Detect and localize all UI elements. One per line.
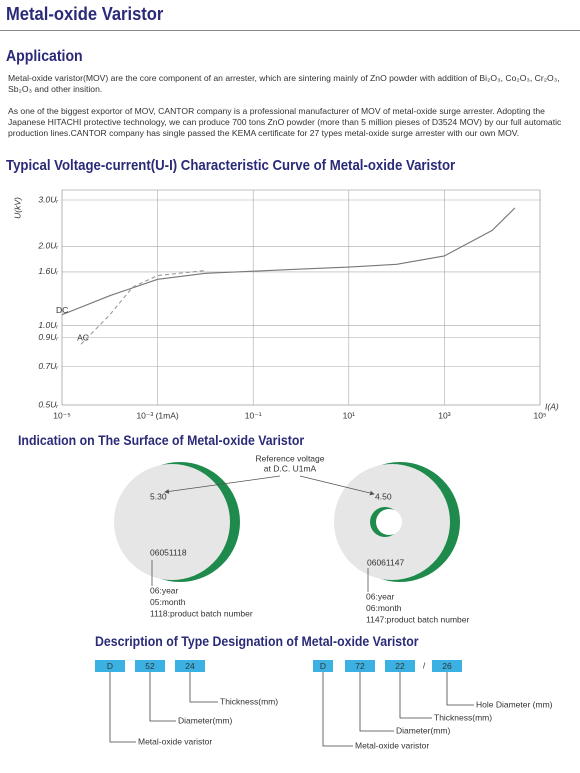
y-tick-label: 0.5Uᵣ [38,399,58,409]
x-tick-label: 10³ [438,410,450,420]
title-rule [0,30,580,31]
designation-label: Diameter(mm) [396,725,450,735]
axis-label: U(kV) [12,197,22,219]
page-title: Metal-oxide Varistor [6,4,164,24]
code-box [385,660,415,672]
designation-label: Metal-oxide varistor [355,740,429,750]
y-tick-label: 3.0Uᵣ [38,194,58,204]
code-text: 22 [395,661,405,671]
y-tick-label: 0.9Uᵣ [38,332,58,342]
y-tick-label: 0.7Uᵣ [38,361,58,371]
curve [80,269,206,345]
code-text: 24 [185,661,195,671]
disc-voltage: 5.30 [150,491,167,501]
code-box [432,660,462,672]
code-text: 52 [145,661,155,671]
separator: / [423,660,426,670]
section-heading: Description of Type Designation of Metal… [95,633,419,649]
section-heading: Indication on The Surface of Metal-oxide… [18,432,305,448]
code-box [313,660,333,672]
designation-label: Diameter(mm) [178,715,232,725]
designation-label: Hole Diameter (mm) [476,699,553,709]
disc-note: 1147:product batch number [366,614,469,624]
x-tick-label: 10⁻¹ [245,410,262,420]
leader [299,475,375,496]
code-text: 72 [355,661,365,671]
disc-voltage: 4.50 [375,491,392,501]
code-text: D [320,661,326,671]
code-text: 26 [442,661,452,671]
x-tick-label: 10⁻³ (1mA) [136,410,178,420]
code-box [175,660,205,672]
leaders [109,672,474,747]
axis-label: I(A) [545,401,559,411]
reference-label: at D.C. U1mA [264,463,317,473]
curve [61,207,516,316]
section-heading: Application [6,48,83,65]
disc-note: 06:year [150,585,179,595]
series-label: AC [77,333,89,343]
code-box [345,660,375,672]
designation-label: Metal-oxide varistor [138,736,212,746]
leader [164,475,281,494]
x-tick-label: 10¹ [343,410,355,420]
code-text: D [107,661,113,671]
paragraph: Metal-oxide varistor(MOV) are the core c… [8,73,560,94]
disc-note: 06:year [366,591,395,601]
y-tick-label: 1.0Uᵣ [38,320,58,330]
series-label: DC [56,305,68,315]
y-tick-label: 2.0Uᵣ [37,241,58,251]
disc-code: 06061147 [367,557,404,567]
x-tick-label: 10⁻⁵ [53,410,70,420]
y-tick-label: 1.6Uᵣ [38,266,58,276]
chart-title: Typical Voltage-current(U-I) Characteris… [6,157,456,174]
disc-note: 05:month [150,597,186,607]
reference-label: Reference voltage [256,453,325,463]
designation-label: Thickness(mm) [434,712,492,722]
code-box [135,660,165,672]
plot-area [61,189,541,406]
disc-code: 06051118 [150,547,187,557]
disc-note: 1118:product batch number [150,608,253,618]
code-box [95,660,125,672]
disc [114,462,240,582]
disc-note: 06:month [366,603,402,613]
paragraph: As one of the biggest exportor of MOV, C… [8,106,562,138]
designation-label: Thickness(mm) [220,696,278,706]
x-tick-label: 10⁵ [534,410,547,420]
